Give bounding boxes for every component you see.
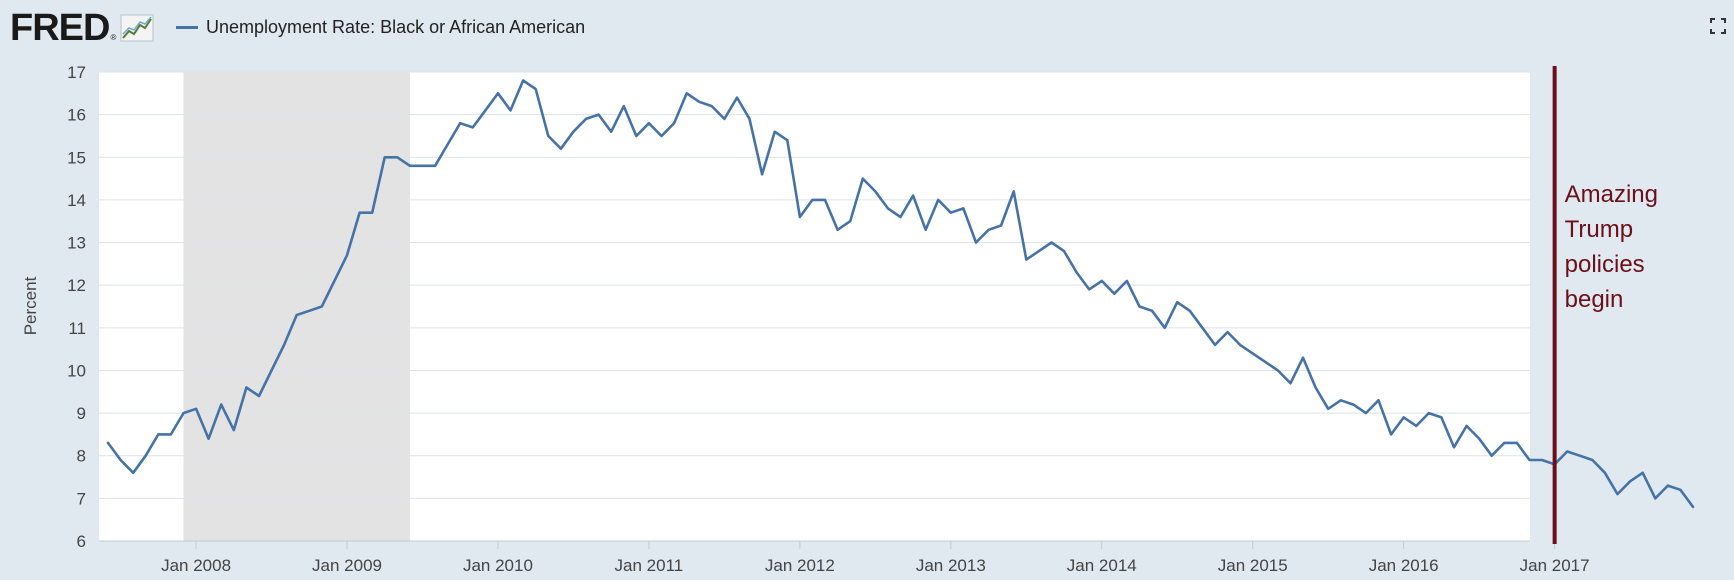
y-tick-label: 10	[67, 361, 86, 380]
annotation-text: Amazing	[1565, 181, 1658, 208]
y-tick-label: 12	[67, 276, 86, 295]
chart-legend: Unemployment Rate: Black or African Amer…	[176, 17, 585, 38]
annotation-text: begin	[1565, 286, 1624, 313]
x-tick-label: Jan 2013	[916, 556, 986, 575]
series-line	[106, 79, 1695, 509]
annotation-text: policies	[1565, 251, 1645, 278]
x-tick-label: Jan 2012	[765, 556, 835, 575]
logo-text: FRED	[10, 7, 110, 49]
y-tick-label: 13	[67, 234, 86, 253]
y-tick-label: 8	[77, 447, 86, 466]
x-tick-label: Jan 2009	[312, 556, 382, 575]
y-tick-label: 14	[67, 191, 86, 210]
y-tick-label: 11	[68, 319, 86, 338]
y-tick-label: 6	[77, 532, 86, 551]
y-tick-label: 9	[77, 404, 86, 423]
fred-logo[interactable]: FRED ®	[10, 7, 154, 49]
x-tick-label: Jan 2008	[161, 556, 231, 575]
fullscreen-icon[interactable]	[1710, 18, 1726, 34]
y-tick-label: 15	[67, 148, 86, 167]
logo-registered-mark: ®	[110, 33, 117, 42]
y-tick-label: 17	[67, 63, 86, 82]
x-tick-label: Jan 2014	[1067, 556, 1137, 575]
y-tick-label: 16	[67, 106, 86, 125]
x-tick-label: Jan 2015	[1218, 556, 1288, 575]
legend-swatch	[176, 26, 198, 29]
line-graph-icon	[120, 14, 154, 42]
annotation-text: Trump	[1565, 216, 1633, 243]
legend-label: Unemployment Rate: Black or African Amer…	[206, 17, 586, 37]
y-tick-label: 7	[77, 489, 86, 508]
y-axis-label: Percent	[21, 276, 40, 335]
x-tick-label: Jan 2011	[615, 556, 684, 575]
x-tick-label: Jan 2010	[463, 556, 533, 575]
recession-band	[183, 72, 410, 541]
x-tick-label: Jan 2016	[1369, 556, 1439, 575]
x-tick-label: Jan 2017	[1520, 556, 1590, 575]
